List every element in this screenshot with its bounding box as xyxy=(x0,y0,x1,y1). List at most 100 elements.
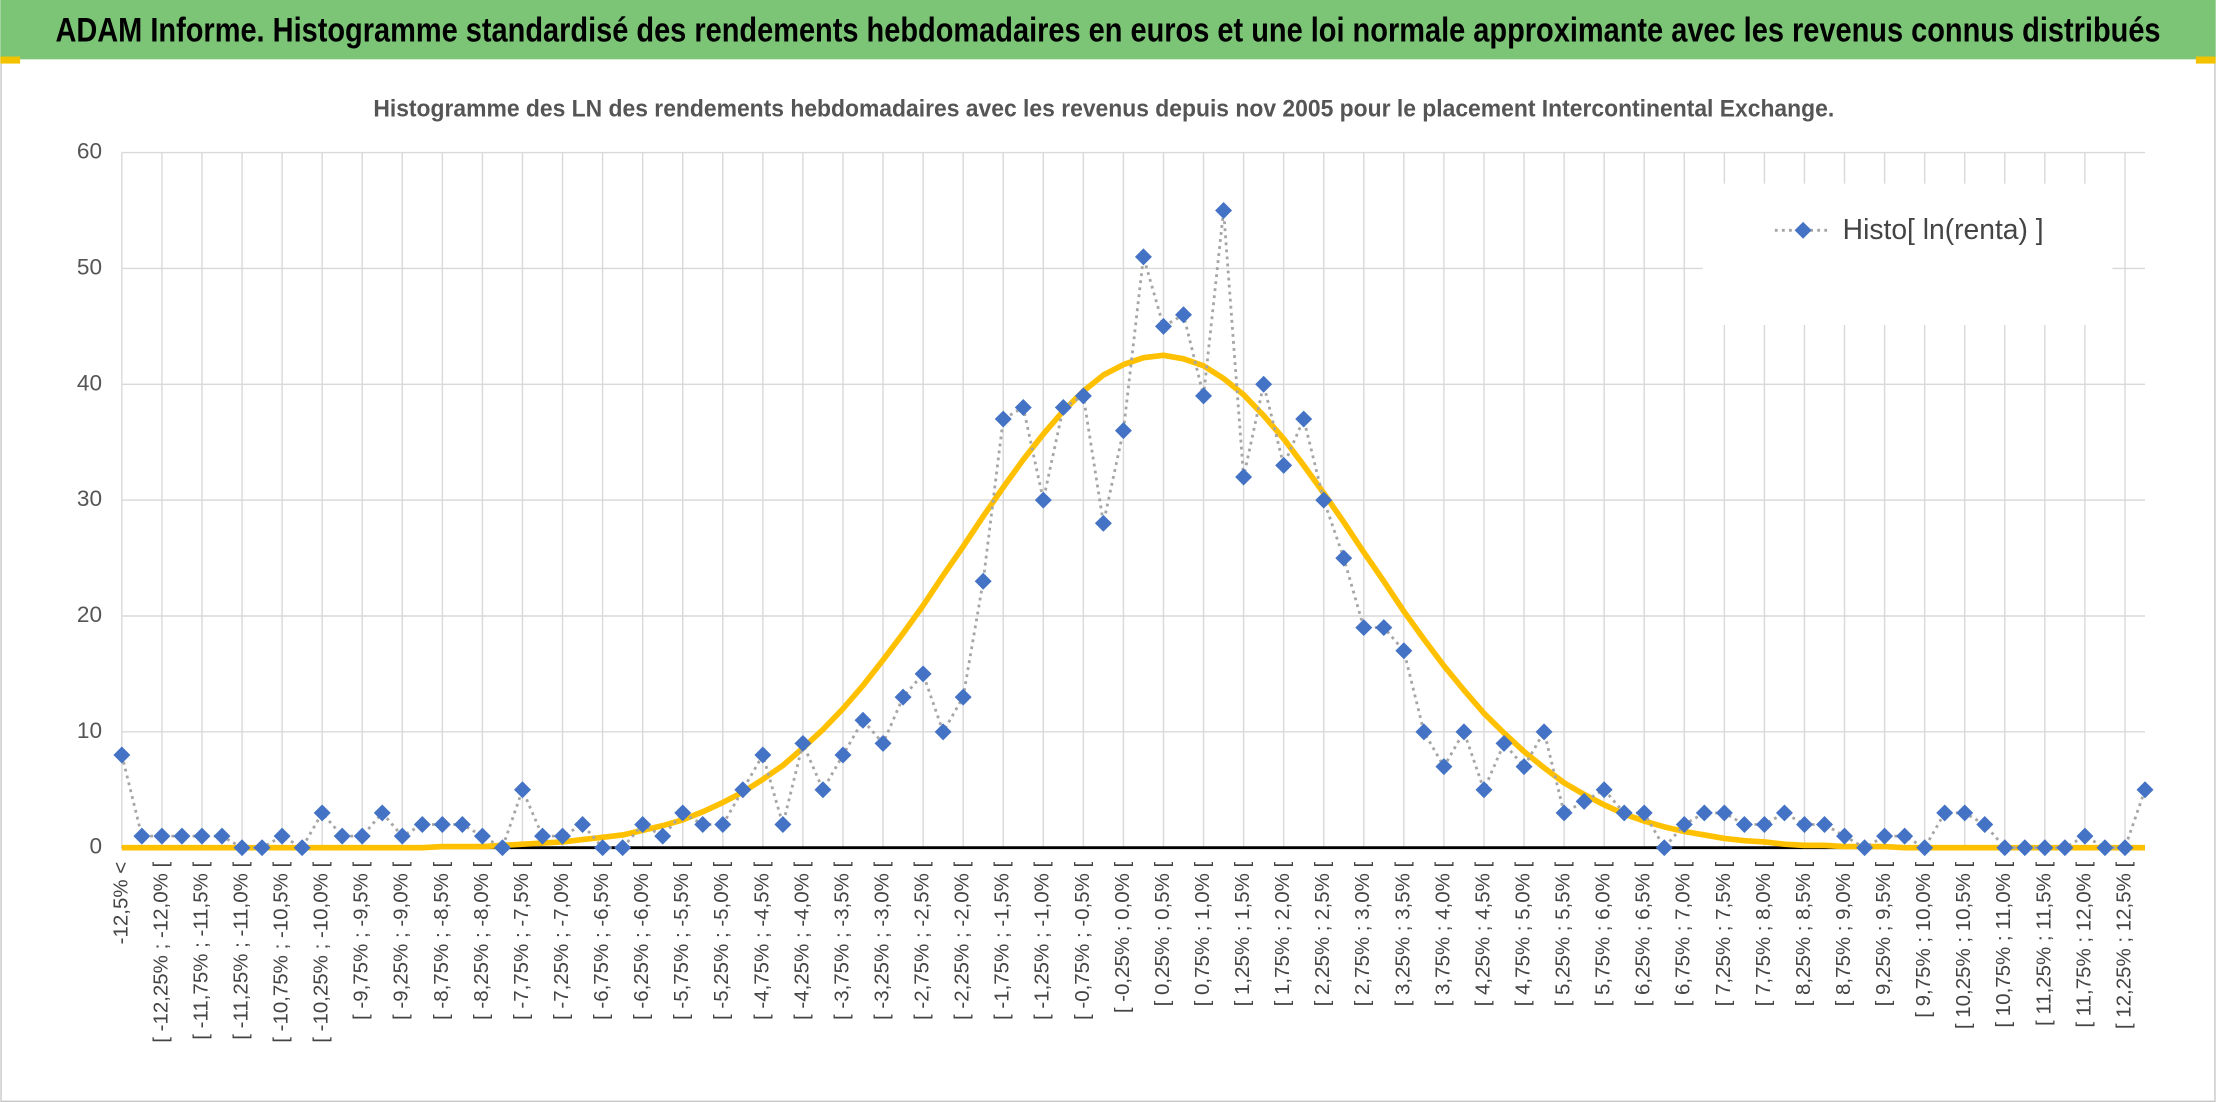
data-point xyxy=(814,781,832,799)
data-point xyxy=(1735,816,1753,833)
data-point xyxy=(614,839,632,857)
x-tick-label: [ -12,25% ; -12,0% [ xyxy=(149,862,172,1043)
data-point xyxy=(1515,758,1533,776)
x-tick-label: [ 12,25% ; 12,5% [ xyxy=(2112,862,2135,1030)
x-tick-label: [ -0,75% ; -0,5% [ xyxy=(1071,862,1094,1020)
header-title: ADAM Informe. Histogramme standardisé de… xyxy=(55,11,2160,49)
data-point xyxy=(1175,306,1192,324)
data-point xyxy=(1635,804,1653,822)
x-tick-label: [ -6,25% ; -6,0% [ xyxy=(630,862,653,1020)
data-point xyxy=(1495,734,1513,752)
data-point xyxy=(734,781,752,799)
data-point xyxy=(1094,514,1112,532)
x-tick-label: [ -9,25% ; -9,0% [ xyxy=(390,862,413,1020)
data-point xyxy=(1295,410,1313,428)
normal-curve xyxy=(121,352,2146,851)
data-point xyxy=(1896,827,1914,845)
x-tick-label: [ 10,25% ; 10,5% [ xyxy=(1952,862,1975,1030)
data-point xyxy=(674,804,692,822)
x-tick-label: [ -10,25% ; -10,0% [ xyxy=(310,862,333,1043)
y-tick-label: 30 xyxy=(77,486,102,511)
data-point xyxy=(213,827,231,845)
data-point xyxy=(1335,549,1353,567)
y-tick-label: 60 xyxy=(77,139,102,164)
data-point xyxy=(273,827,291,845)
data-point xyxy=(1555,804,1573,822)
data-point xyxy=(113,746,131,764)
x-tick-label: [ 0,75% ; 1,0% [ xyxy=(1191,862,1214,1007)
data-point xyxy=(173,827,191,845)
x-tick-label: [ 3,75% ; 4,0% [ xyxy=(1431,862,1454,1007)
data-point xyxy=(1034,491,1052,509)
data-point xyxy=(954,688,972,706)
data-point xyxy=(353,827,371,845)
data-point xyxy=(534,827,551,845)
data-point xyxy=(1876,827,1894,845)
data-point xyxy=(133,827,151,845)
y-tick-label: 20 xyxy=(77,602,102,627)
data-point xyxy=(253,839,271,857)
data-point xyxy=(2036,839,2054,857)
header-bar xyxy=(0,0,2216,60)
y-tick-label: 10 xyxy=(77,718,102,743)
data-point xyxy=(934,723,952,741)
x-tick-label: [ 7,25% ; 7,5% [ xyxy=(1712,862,1735,1007)
x-tick-label: [ -4,75% ; -4,5% [ xyxy=(750,862,773,1020)
legend-label: Histo[ ln(renta) ] xyxy=(1843,213,2044,245)
data-point xyxy=(2136,781,2154,799)
y-tick-label: 40 xyxy=(77,370,102,395)
data-point xyxy=(1796,816,1813,833)
x-tick-label: [ -8,25% ; -8,0% [ xyxy=(470,862,493,1020)
data-point xyxy=(1816,816,1833,833)
data-point xyxy=(193,827,211,845)
data-point xyxy=(834,746,852,764)
x-tick-label: [ -7,75% ; -7,5% [ xyxy=(510,862,533,1020)
x-tick-label: [ -5,25% ; -5,0% [ xyxy=(710,862,733,1020)
data-point xyxy=(313,804,331,822)
x-tick-label: [ 2,75% ; 3,0% [ xyxy=(1351,862,1374,1007)
legend: Histo[ ln(renta) ] xyxy=(1702,183,2113,325)
data-point xyxy=(293,839,311,857)
x-tick-label: [ 2,25% ; 2,5% [ xyxy=(1311,862,1334,1007)
histogram-line xyxy=(120,210,2147,851)
data-point xyxy=(453,816,471,833)
x-tick-label: [ 11,25% ; 11,5% [ xyxy=(2032,862,2055,1027)
data-point xyxy=(894,688,912,706)
x-tick-label: [ 9,25% ; 9,5% [ xyxy=(1872,862,1895,1007)
x-tick-label: [ -1,25% ; -1,0% [ xyxy=(1031,862,1054,1020)
data-point xyxy=(2096,839,2114,857)
x-tick-label: [ 11,75% ; 12,0% [ xyxy=(2072,862,2095,1028)
x-tick-label: [ 5,25% ; 5,5% [ xyxy=(1552,862,1575,1007)
x-tick-label: [ -11,25% ; -11,0% [ xyxy=(229,862,252,1040)
data-point xyxy=(1014,398,1032,416)
data-point xyxy=(1916,839,1934,857)
x-tick-label: [ -7,25% ; -7,0% [ xyxy=(550,862,573,1020)
x-tick-label: [ 1,25% ; 1,5% [ xyxy=(1231,862,1254,1007)
data-point xyxy=(714,816,732,833)
data-point xyxy=(1836,827,1854,845)
y-tick-label: 50 xyxy=(77,254,102,279)
x-tick-label: [ 8,75% ; 9,0% [ xyxy=(1832,862,1855,1007)
data-point xyxy=(774,816,792,833)
data-point xyxy=(393,827,411,845)
x-tick-label: [ -2,75% ; -2,5% [ xyxy=(911,862,934,1020)
legend-box xyxy=(1702,183,2113,325)
data-point xyxy=(1375,619,1393,637)
x-tick-label: [ -6,75% ; -6,5% [ xyxy=(590,862,613,1020)
x-tick-label: [ -11,75% ; -11,5% [ xyxy=(189,862,212,1040)
x-tick-label: [ 5,75% ; 6,0% [ xyxy=(1592,862,1615,1007)
x-tick-label: [ -0,25% ; 0,0% [ xyxy=(1111,862,1134,1014)
x-tick-label: [ 10,75% ; 11,0% [ xyxy=(1992,862,2015,1028)
data-point xyxy=(1455,723,1473,741)
data-point xyxy=(1996,839,2014,857)
data-point xyxy=(1355,619,1373,637)
x-tick-label: [ -2,25% ; -2,0% [ xyxy=(951,862,974,1020)
data-point xyxy=(2116,839,2134,857)
data-point xyxy=(974,572,992,590)
data-point xyxy=(574,816,592,833)
data-point xyxy=(634,816,652,833)
data-point xyxy=(1936,804,1954,822)
data-point xyxy=(2076,827,2094,845)
x-tick-label: [ -4,25% ; -4,0% [ xyxy=(790,862,813,1020)
